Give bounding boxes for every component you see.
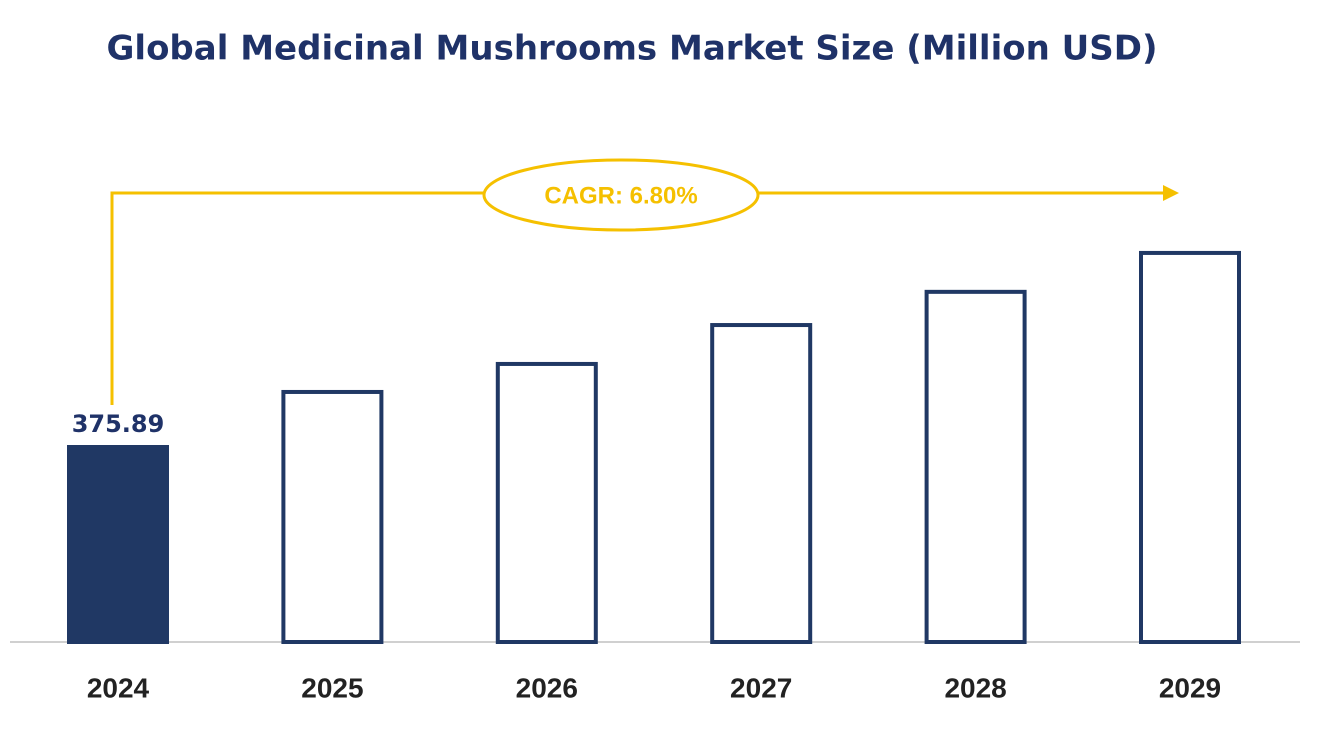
cagr-label: CAGR: 6.80% xyxy=(544,182,697,209)
cagr-arrow xyxy=(110,191,484,405)
cagr-ellipse xyxy=(482,158,760,232)
bar xyxy=(495,361,598,644)
bar xyxy=(924,289,1027,644)
value-label: 375.89 xyxy=(72,410,165,438)
bar xyxy=(281,389,384,644)
x-tick-label: 2025 xyxy=(301,672,363,703)
x-tick-label: 2028 xyxy=(944,672,1006,703)
x-tick-label: 2029 xyxy=(1159,672,1221,703)
cagr-annotation: CAGR: 6.80% xyxy=(110,158,1179,405)
x-tick-label: 2026 xyxy=(516,672,578,703)
bar xyxy=(67,445,169,644)
arrow-head xyxy=(1163,185,1179,201)
chart-title: Global Medicinal Mushrooms Market Size (… xyxy=(107,29,1158,69)
x-tick-label: 2027 xyxy=(730,672,792,703)
bar xyxy=(710,323,813,644)
bar xyxy=(1139,250,1241,644)
x-tick-label: 2024 xyxy=(87,672,150,703)
